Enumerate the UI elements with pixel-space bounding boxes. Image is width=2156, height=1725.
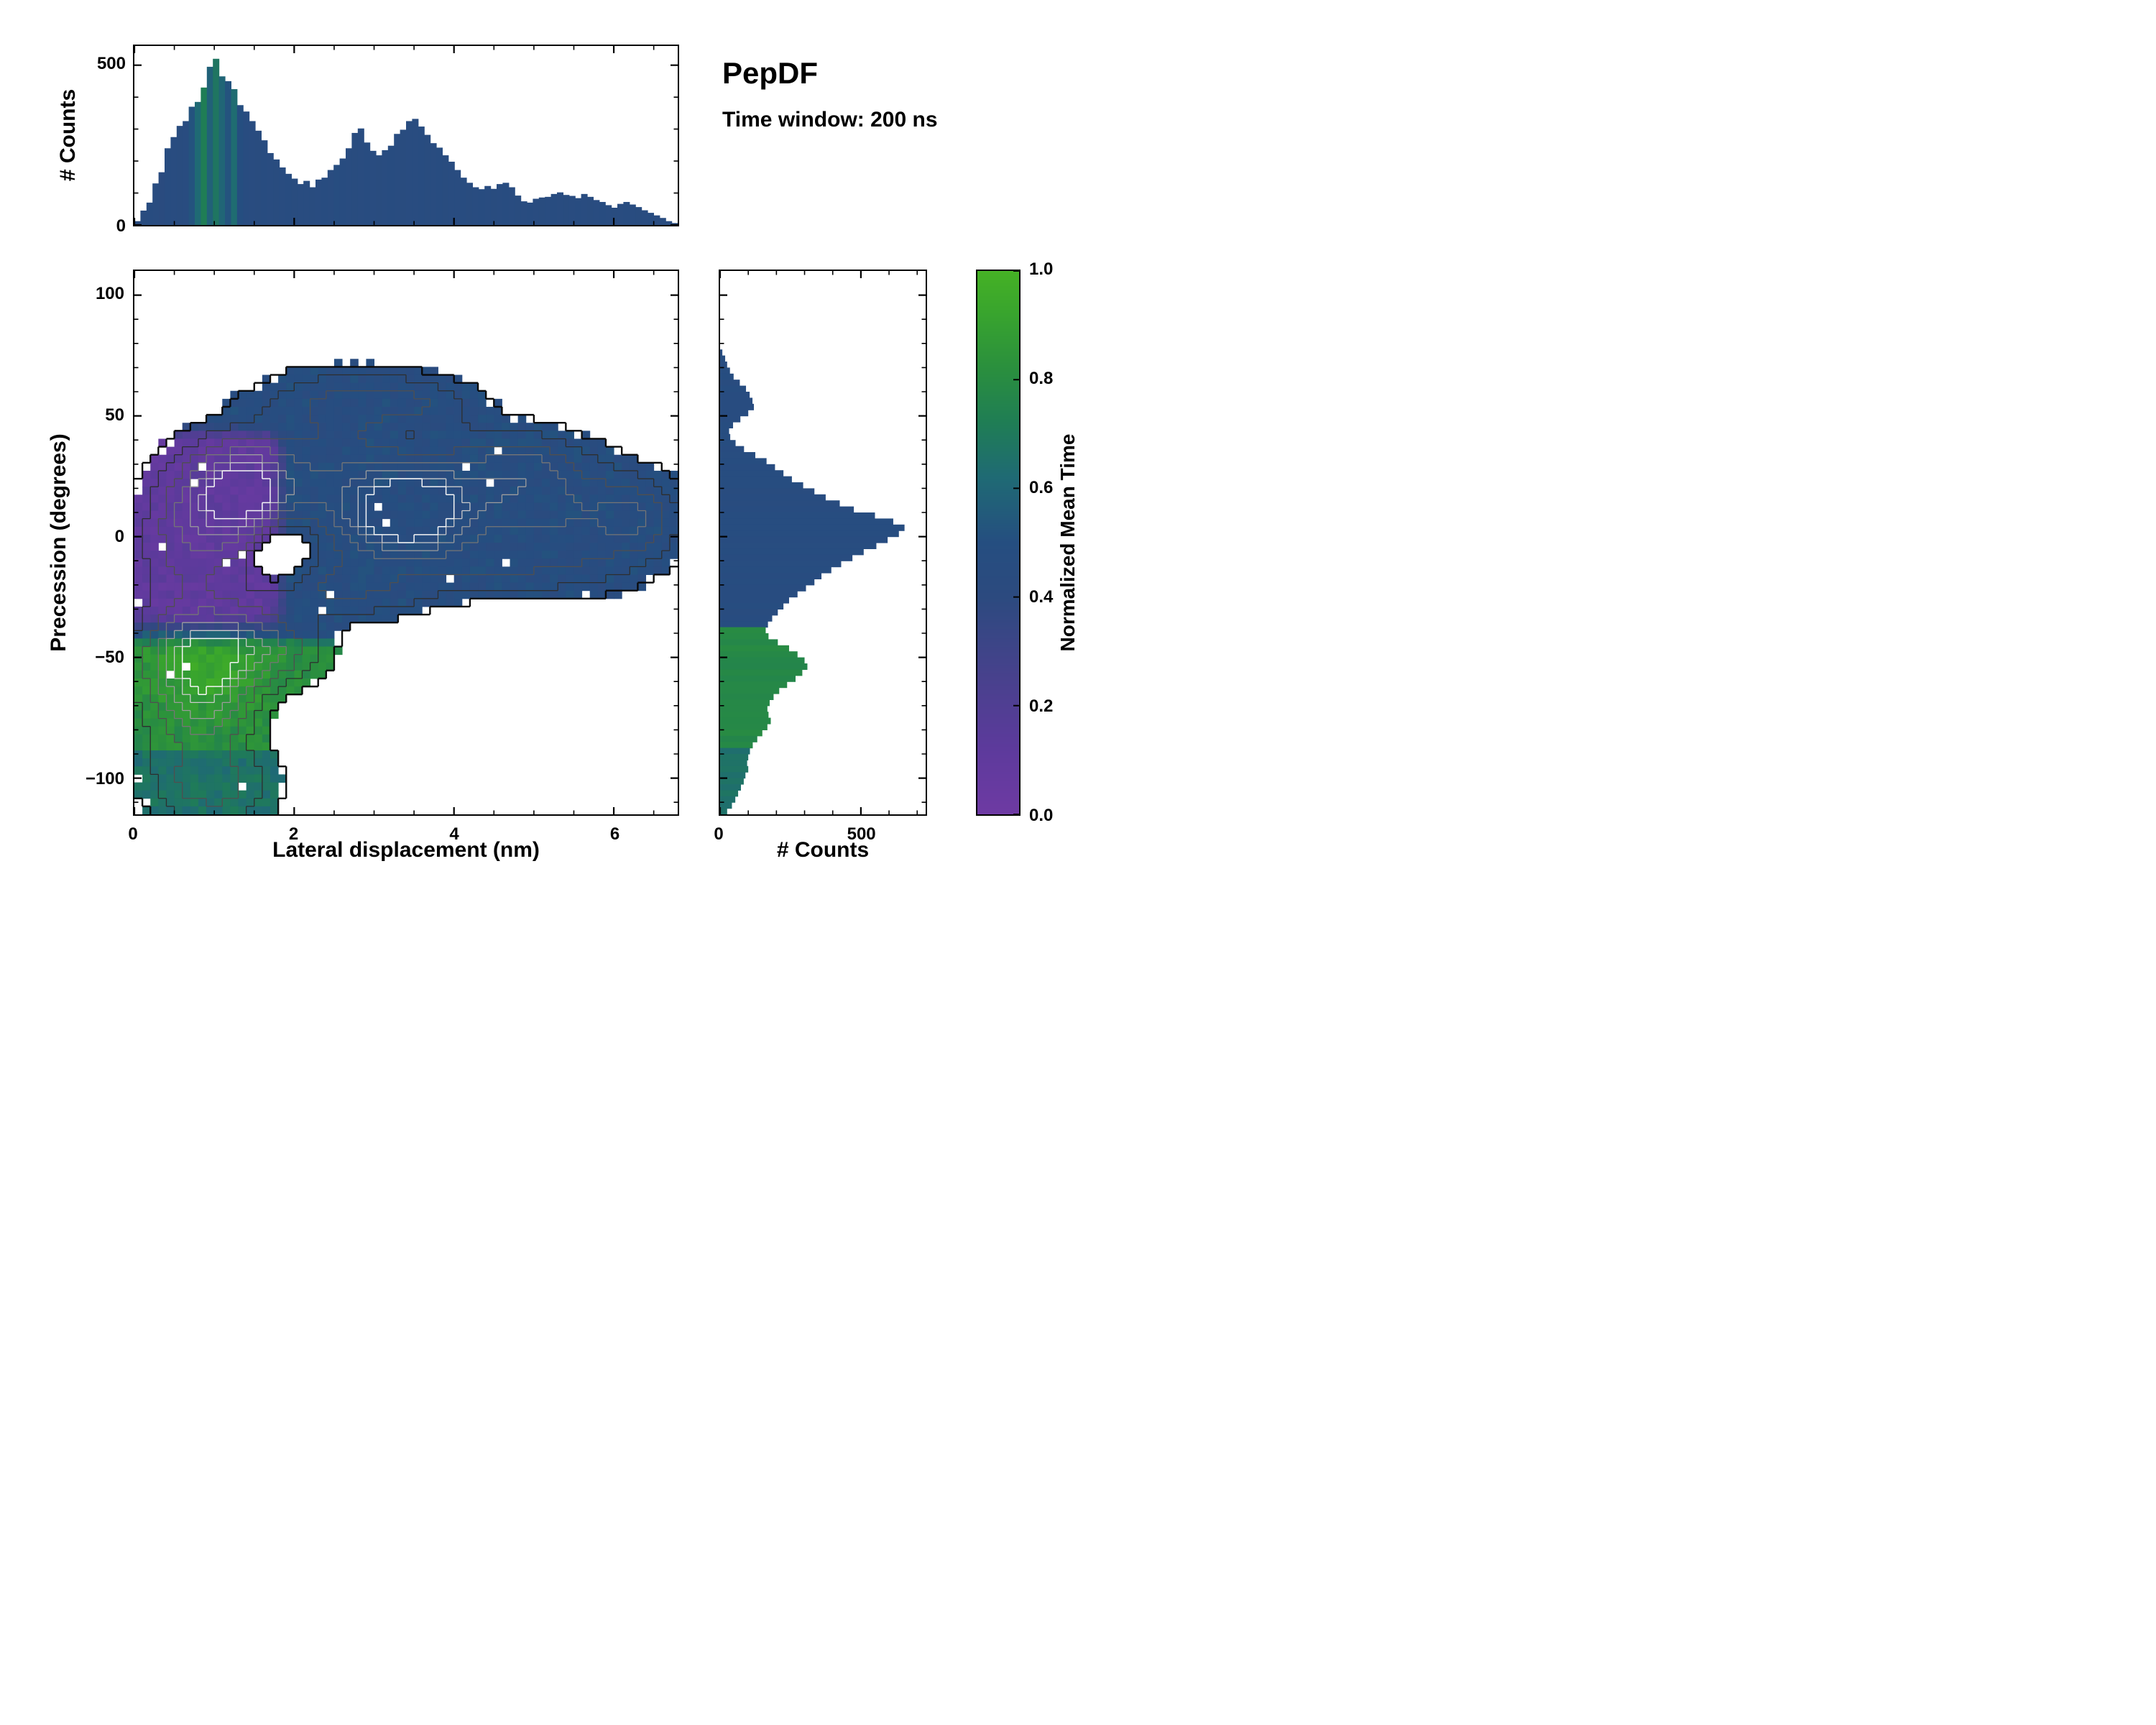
tick-label: 0.4 bbox=[1029, 587, 1054, 607]
top-histogram-ylabel: # Counts bbox=[56, 88, 80, 182]
top-histogram-panel bbox=[133, 45, 679, 226]
top-histogram-canvas bbox=[134, 46, 678, 225]
annotation-block: PepDF Time window: 200 ns bbox=[722, 56, 938, 132]
right-histogram-panel bbox=[719, 270, 927, 816]
right-histogram-xlabel: # Counts bbox=[776, 838, 870, 862]
colorbar-panel bbox=[976, 270, 1021, 816]
tick-label: 500 bbox=[847, 824, 876, 844]
tick-label: 2 bbox=[288, 824, 299, 844]
pepdf-joint-distribution-figure: PepDF Time window: 200 ns # Counts Prece… bbox=[0, 0, 1078, 862]
tick-label: 0 bbox=[128, 824, 138, 844]
main-xlabel: Lateral displacement (nm) bbox=[272, 838, 540, 862]
tick-label: −100 bbox=[85, 769, 124, 789]
colorbar-label: Normalized Mean Time bbox=[1056, 433, 1078, 652]
tick-label: 0.2 bbox=[1029, 696, 1054, 716]
tick-label: 0.8 bbox=[1029, 369, 1054, 388]
tick-label: 100 bbox=[95, 283, 124, 303]
tick-label: 0 bbox=[116, 216, 126, 236]
main-heatmap-canvas bbox=[134, 271, 678, 814]
tick-label: 50 bbox=[105, 405, 124, 425]
right-histogram-canvas bbox=[720, 271, 926, 814]
tick-label: 500 bbox=[96, 54, 126, 74]
plot-title: PepDF bbox=[722, 56, 819, 90]
tick-label: 1.0 bbox=[1029, 259, 1054, 279]
main-heatmap-panel bbox=[133, 270, 679, 816]
plot-subtitle: Time window: 200 ns bbox=[722, 108, 938, 132]
main-ylabel: Precession (degrees) bbox=[47, 433, 70, 652]
tick-label: −50 bbox=[95, 648, 124, 668]
tick-label: 0 bbox=[114, 526, 124, 546]
tick-label: 0.0 bbox=[1029, 806, 1054, 825]
tick-label: 4 bbox=[449, 824, 459, 844]
tick-label: 0.6 bbox=[1029, 478, 1054, 497]
tick-label: 0 bbox=[714, 824, 724, 844]
colorbar-canvas bbox=[977, 271, 1019, 814]
tick-label: 6 bbox=[609, 824, 620, 844]
